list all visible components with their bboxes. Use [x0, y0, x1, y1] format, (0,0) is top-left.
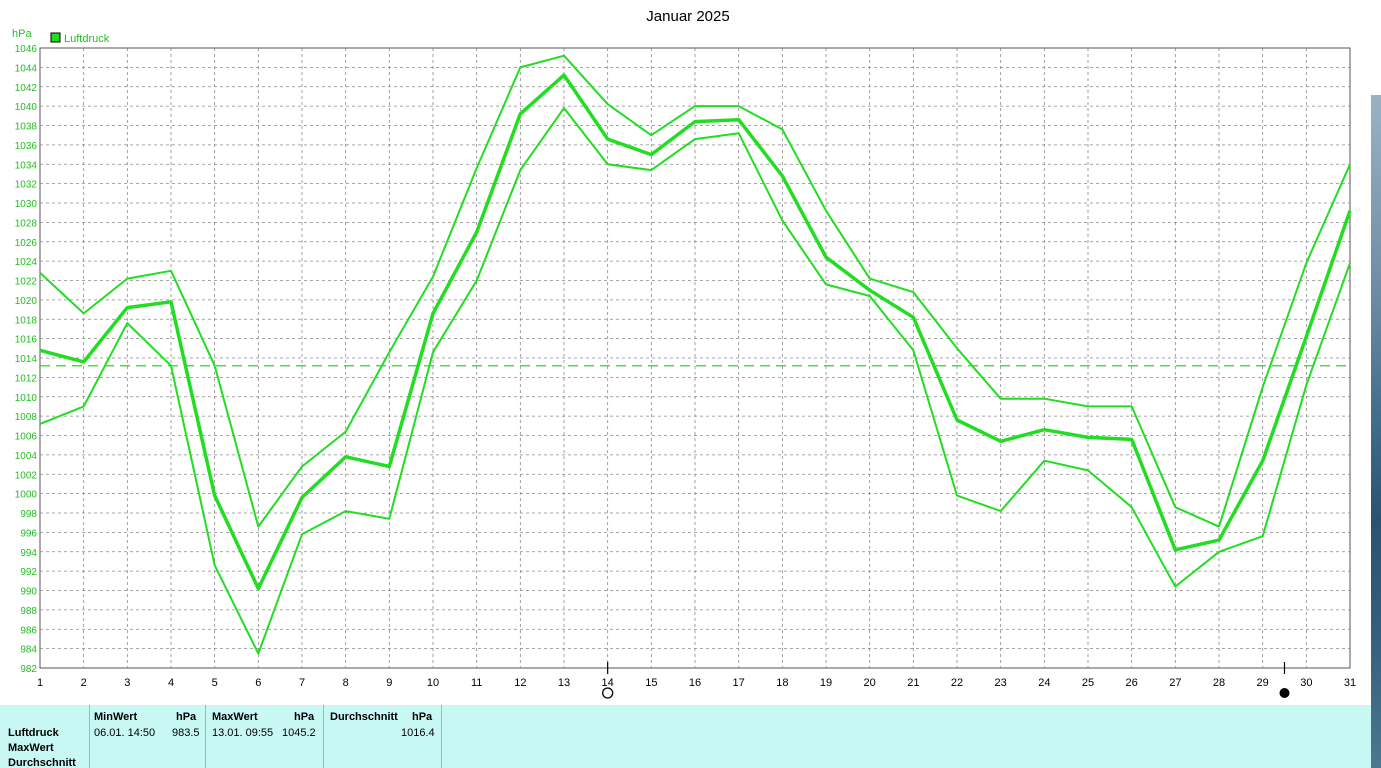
row-label-durchschnitt: Durchschnitt — [8, 757, 76, 768]
series-line-min — [39, 107, 1351, 655]
y-tick-label: 1024 — [15, 257, 38, 268]
pressure-chart: 9829849869889909929949969981000100210041… — [12, 8, 1356, 699]
x-tick-label: 6 — [255, 677, 261, 689]
stats-panel: Luftdruck MaxWert Durchschnitt MinWert h… — [0, 705, 1371, 768]
y-tick-label: 1036 — [15, 141, 38, 152]
x-tick-label: 22 — [951, 677, 963, 689]
y-tick-label: 1008 — [15, 412, 38, 423]
y-tick-label: 994 — [20, 548, 37, 559]
y-tick-label: 1032 — [15, 180, 38, 191]
y-tick-label: 1012 — [15, 373, 38, 384]
x-tick-label: 24 — [1038, 677, 1050, 689]
x-tick-label: 7 — [299, 677, 305, 689]
x-tick-label: 11 — [471, 677, 482, 689]
y-tick-label: 998 — [20, 509, 37, 520]
min-header: MinWert — [94, 711, 138, 723]
x-tick-label: 25 — [1082, 677, 1094, 689]
x-tick-label: 1 — [37, 677, 43, 689]
y-tick-label: 1034 — [15, 160, 38, 171]
x-tick-label: 27 — [1169, 677, 1181, 689]
y-tick-label: 1006 — [15, 432, 38, 443]
x-tick-label: 14 — [602, 677, 614, 689]
y-tick-label: 1046 — [15, 44, 38, 55]
max-value: 1045.2 — [282, 727, 316, 739]
y-tick-label: 1000 — [15, 490, 38, 501]
legend-swatch — [50, 32, 61, 43]
legend-label: Luftdruck — [64, 33, 110, 45]
x-tick-label: 13 — [558, 677, 570, 689]
x-tick-label: 26 — [1126, 677, 1138, 689]
x-tick-label: 19 — [820, 677, 832, 689]
max-header: MaxWert — [212, 711, 258, 723]
avg-value: 1016.4 — [401, 727, 435, 739]
min-value: 983.5 — [172, 727, 200, 739]
y-tick-label: 990 — [20, 587, 37, 598]
x-tick-label: 10 — [427, 677, 439, 689]
y-tick-label: 984 — [20, 645, 37, 656]
min-unit: hPa — [176, 711, 197, 723]
y-tick-label: 988 — [20, 606, 37, 617]
y-tick-label: 996 — [20, 528, 37, 539]
y-tick-label: 1022 — [15, 277, 38, 288]
y-tick-label: 1020 — [15, 296, 38, 307]
min-time: 06.01. 14:50 — [94, 727, 156, 739]
y-tick-label: 1042 — [15, 83, 38, 94]
x-tick-label: 12 — [514, 677, 526, 689]
avg-unit: hPa — [412, 711, 433, 723]
x-tick-label: 4 — [168, 677, 174, 689]
y-tick-label: 992 — [20, 567, 37, 578]
y-tick-label: 1002 — [15, 470, 38, 481]
y-tick-label: 982 — [20, 664, 37, 675]
max-time: 13.01. 09:55 — [212, 727, 274, 739]
full-moon-icon — [602, 687, 614, 699]
y-tick-label: 1004 — [15, 451, 38, 462]
x-tick-label: 17 — [733, 677, 745, 689]
row-label-luftdruck: Luftdruck — [8, 727, 59, 739]
series-line-mean — [39, 73, 1352, 591]
y-tick-label: 1014 — [15, 354, 38, 365]
x-tick-label: 3 — [124, 677, 130, 689]
x-tick-label: 2 — [81, 677, 87, 689]
x-tick-label: 31 — [1344, 677, 1356, 689]
y-tick-label: 1044 — [15, 63, 38, 74]
series-line-max — [39, 54, 1351, 528]
desktop-edge — [1371, 0, 1381, 768]
chart-title: Januar 2025 — [646, 8, 729, 25]
avg-header: Durchschnitt — [330, 711, 398, 723]
y-tick-label: 1030 — [15, 199, 38, 210]
y-tick-label: 1040 — [15, 102, 38, 113]
y-tick-label: 1038 — [15, 122, 38, 133]
new-moon-icon — [1279, 688, 1290, 698]
x-tick-label: 29 — [1257, 677, 1269, 689]
x-tick-label: 30 — [1300, 677, 1312, 689]
x-tick-label: 15 — [645, 677, 657, 689]
max-unit: hPa — [294, 711, 315, 723]
row-label-maxwert: MaxWert — [8, 742, 54, 754]
y-tick-label: 1010 — [15, 393, 38, 404]
x-tick-label: 20 — [864, 677, 876, 689]
y-tick-label: 986 — [20, 625, 37, 636]
y-tick-label: 1018 — [15, 315, 38, 326]
y-tick-label: 1028 — [15, 218, 38, 229]
y-tick-label: 1026 — [15, 238, 38, 249]
stats-min-column: MinWert hPa 06.01. 14:50 983.5 — [90, 705, 206, 768]
x-tick-label: 21 — [907, 677, 919, 689]
x-tick-label: 23 — [995, 677, 1007, 689]
x-tick-label: 16 — [689, 677, 701, 689]
stats-avg-column: Durchschnitt hPa 1016.4 — [324, 705, 442, 768]
x-tick-label: 9 — [386, 677, 392, 689]
stats-max-column: MaxWert hPa 13.01. 09:55 1045.2 — [206, 705, 324, 768]
x-tick-label: 28 — [1213, 677, 1225, 689]
x-tick-label: 8 — [343, 677, 349, 689]
x-tick-label: 18 — [776, 677, 788, 689]
y-tick-label: 1016 — [15, 335, 38, 346]
x-tick-label: 5 — [212, 677, 218, 689]
stats-row-labels: Luftdruck MaxWert Durchschnitt — [0, 705, 90, 768]
y-axis-unit: hPa — [12, 28, 32, 40]
